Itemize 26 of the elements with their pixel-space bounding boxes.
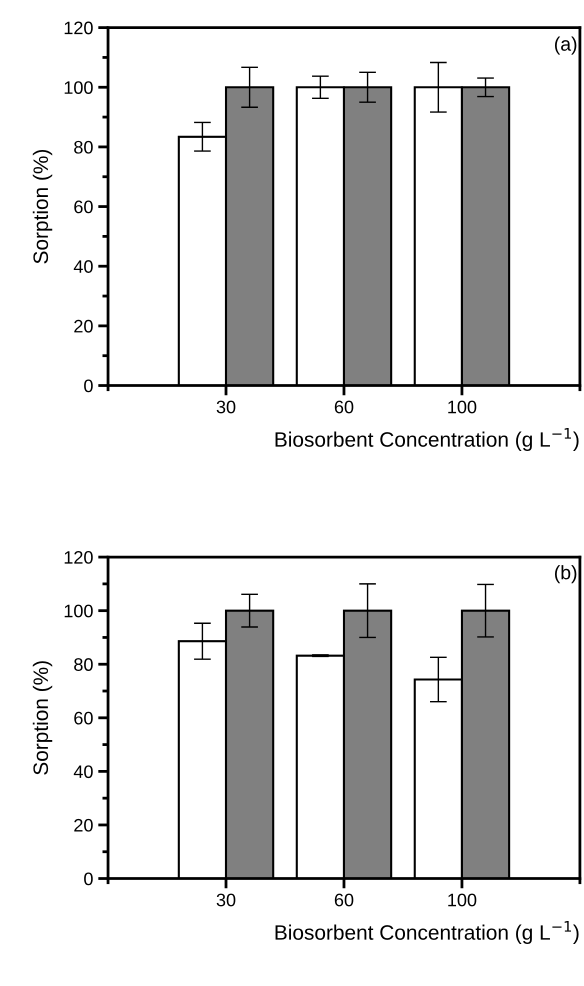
- y-tick-label: 60: [74, 712, 93, 725]
- x-tick-label: 60: [334, 400, 354, 414]
- y-tick-label: 120: [64, 22, 93, 34]
- y-axis-title: Sorption (%): [32, 150, 52, 264]
- y-tick-label: 40: [74, 260, 93, 273]
- y-axis-title: Sorption (%): [32, 661, 52, 775]
- y-tick-label: 100: [64, 81, 93, 94]
- x-axis-title: Biosorbent Concentration (g L$^{−1}$): [276, 921, 579, 944]
- y-tick-label: 20: [74, 320, 93, 333]
- y-tick-label: 40: [74, 765, 93, 778]
- y-tick-label: 60: [74, 200, 93, 214]
- x-tick-label: 100: [448, 400, 476, 414]
- y-tick-label: 80: [74, 658, 93, 671]
- x-tick-label: 100: [448, 894, 476, 906]
- y-tick-label: 80: [74, 140, 93, 154]
- y-tick-label: 100: [64, 604, 93, 618]
- y-tick-label: 120: [64, 551, 93, 564]
- x-tick-label: 30: [216, 400, 236, 414]
- annotation: (a): [554, 36, 576, 55]
- x-axis-title: Biosorbent Concentration (g L$^{−1}$): [276, 428, 579, 451]
- x-tick-label: 60: [334, 894, 354, 906]
- y-tick-label: 20: [74, 818, 93, 832]
- y-tick-label: 0: [84, 379, 93, 392]
- x-tick-label: 30: [216, 894, 236, 906]
- annotation: (b): [554, 565, 576, 584]
- y-tick-label: 0: [84, 872, 93, 886]
